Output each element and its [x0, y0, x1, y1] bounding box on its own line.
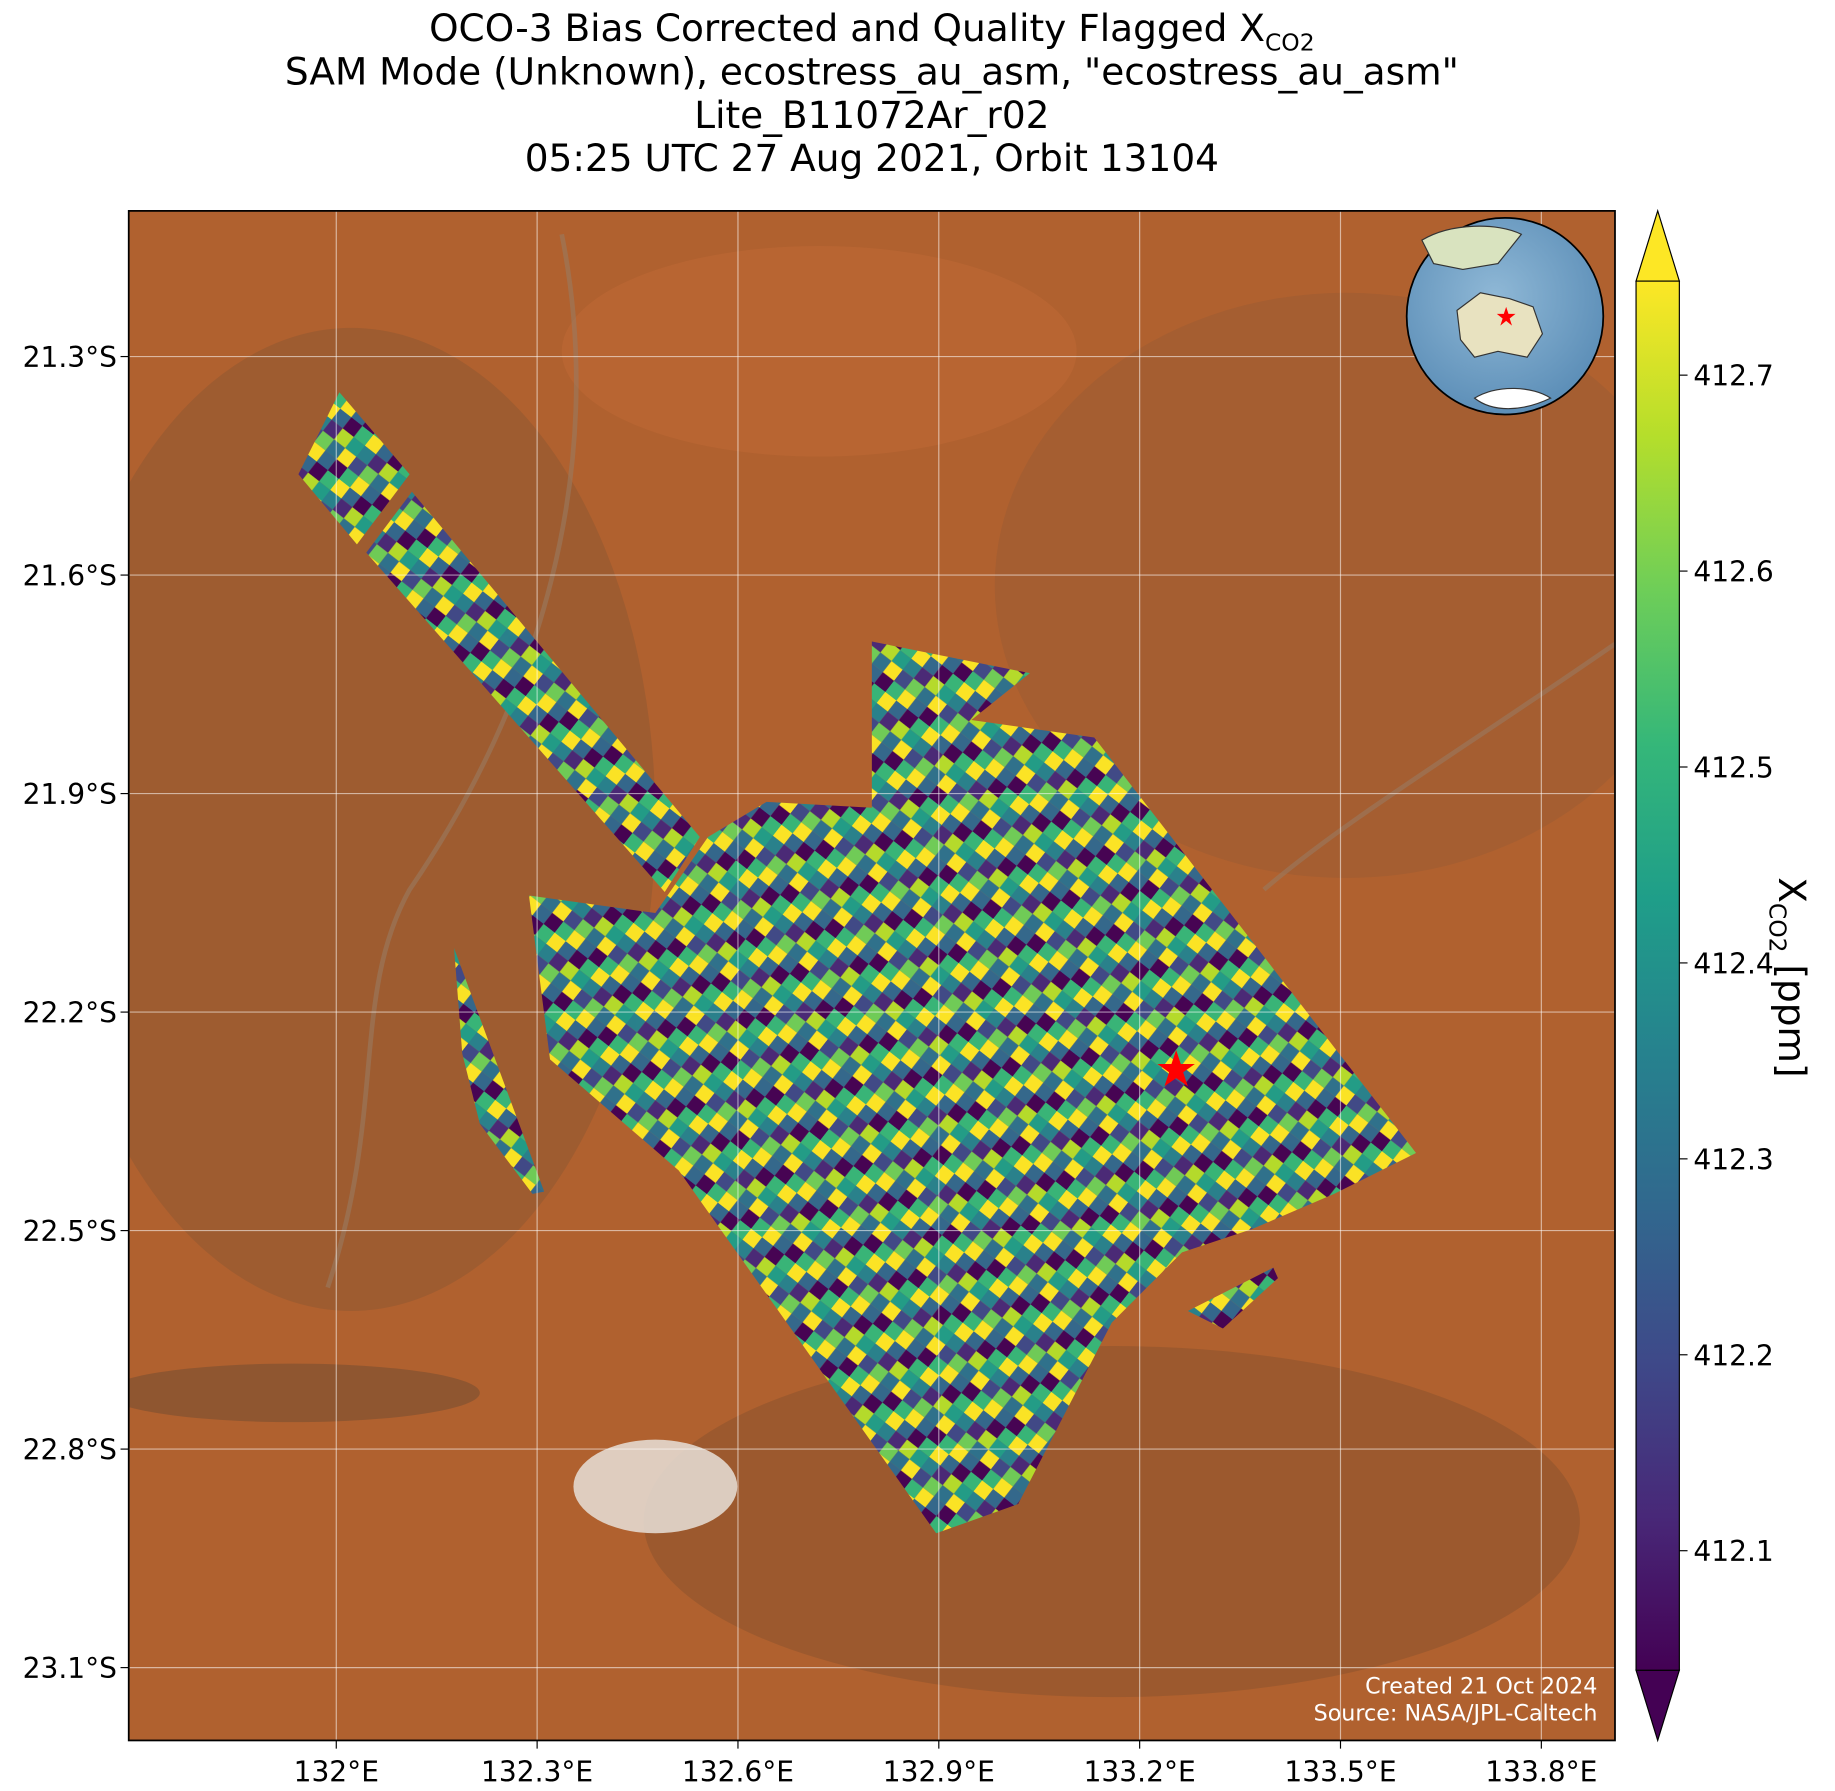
y-tick-label: 22.2°S	[23, 997, 117, 1030]
x-tick-label: 132.3°E	[481, 1755, 593, 1788]
title-subscript: CO2	[1265, 29, 1315, 57]
title-text: SAM Mode (Unknown), ecostress_au_asm, "e…	[285, 49, 1459, 93]
colorbar: 412.1 412.2 412.3 412.4 412.5 412.6 412.7 XCO2 …	[1635, 208, 1814, 1743]
title-text: Lite_B11072Ar_r02	[694, 93, 1049, 137]
colorbar-extend-top	[1635, 208, 1681, 282]
colorbar-label-sub: CO2	[1763, 903, 1791, 953]
colorbar-label-unit: [ppm]	[1770, 964, 1814, 1077]
grid: 132°E 132.3°E 132.6°E 132.9°E 133.2°E 133.5°E…	[23, 210, 1615, 1788]
y-tick-label: 21.3°S	[23, 341, 117, 374]
credit-text: Source: NASA/JPL-Caltech	[1314, 1701, 1598, 1727]
title-line: SAM Mode (Unknown), ecostress_au_asm, "e…	[285, 49, 1459, 93]
x-tick-label: 133.8°E	[1485, 1755, 1597, 1788]
y-tick-label: 21.9°S	[23, 778, 117, 811]
colorbar-extend-bottom	[1635, 1669, 1681, 1743]
colorbar-label-space	[1770, 953, 1814, 965]
colorbar-tick-label: 412.7	[1693, 360, 1773, 393]
target-marker	[1157, 1049, 1195, 1087]
map-frame	[127, 210, 1616, 1742]
x-tick-label: 133.5°E	[1284, 1755, 1396, 1788]
colorbar-tick-label: 412.1	[1693, 1535, 1773, 1568]
y-tick-label: 23.1°S	[23, 1652, 117, 1685]
colorbar-gradient	[1635, 280, 1680, 1671]
y-tick-label: 22.8°S	[23, 1434, 117, 1467]
colorbar-tick-label: 412.2	[1693, 1339, 1773, 1372]
title-line: OCO-3 Bias Corrected and Quality Flagged…	[429, 6, 1315, 56]
title-text: 05:25 UTC 27 Aug 2021, Orbit 13104	[525, 136, 1219, 180]
credit-text: Created 21 Oct 2024	[1365, 1674, 1597, 1700]
title-line: Lite_B11072Ar_r02	[694, 93, 1049, 137]
title-text: OCO-3 Bias Corrected and Quality Flagged…	[429, 6, 1265, 50]
title-block: OCO-3 Bias Corrected and Quality Flagged…	[285, 6, 1459, 180]
x-tick-label: 132.6°E	[682, 1755, 794, 1788]
colorbar-tick-label: 412.4	[1693, 947, 1773, 980]
inset-globe	[1405, 217, 1605, 416]
y-tick-label: 21.6°S	[23, 560, 117, 593]
colorbar-tick-label: 412.3	[1693, 1143, 1773, 1176]
colorbar-tick-label: 412.6	[1693, 556, 1773, 589]
x-tick-label: 132°E	[294, 1755, 379, 1788]
colorbar-tick-label: 412.5	[1693, 752, 1773, 785]
x-tick-label: 132.9°E	[883, 1755, 995, 1788]
x-tick-label: 133.2°E	[1084, 1755, 1196, 1788]
title-line: 05:25 UTC 27 Aug 2021, Orbit 13104	[525, 136, 1219, 180]
colorbar-label-main: X	[1770, 877, 1814, 903]
colorbar-label: XCO2 [ppm]	[1763, 877, 1813, 1077]
swaths	[298, 392, 1417, 1534]
y-tick-label: 22.5°S	[23, 1215, 117, 1248]
